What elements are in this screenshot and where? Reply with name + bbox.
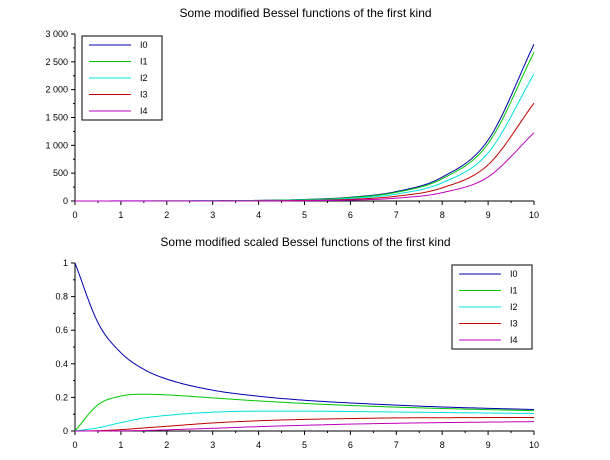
y-tick-label: 0.6 [55, 325, 68, 335]
x-tick-label: 2 [164, 210, 169, 220]
y-tick-label: 0 [63, 196, 68, 206]
x-tick-label: 10 [529, 210, 539, 220]
legend-label-i4: I4 [140, 106, 148, 116]
legend-label-i0: I0 [140, 40, 148, 50]
y-tick-label: 1 [63, 258, 68, 268]
x-tick-label: 2 [164, 440, 169, 450]
x-tick-label: 0 [72, 440, 77, 450]
y-tick-label: 2 500 [45, 57, 68, 67]
x-tick-label: 6 [348, 440, 353, 450]
y-tick-label: 0 [63, 426, 68, 436]
y-tick-label: 3 000 [45, 29, 68, 39]
series-line-i4 [75, 421, 535, 432]
legend-label-i3: I3 [510, 319, 518, 329]
y-tick-label: 0.4 [55, 359, 68, 369]
y-tick-label: 500 [53, 168, 68, 178]
y-tick-label: 1 500 [45, 113, 68, 123]
x-tick-label: 7 [394, 210, 399, 220]
x-tick-label: 3 [210, 440, 215, 450]
x-tick-label: 7 [394, 440, 399, 450]
x-tick-label: 8 [440, 440, 445, 450]
x-tick-label: 0 [72, 210, 77, 220]
series-line-i2 [74, 410, 535, 432]
chart-title: Some modified scaled Bessel functions of… [160, 235, 450, 249]
x-tick-label: 9 [486, 440, 491, 450]
y-tick-label: 1 000 [45, 140, 68, 150]
y-tick-label: 0.2 [55, 392, 68, 402]
x-tick-label: 10 [529, 440, 539, 450]
chart-bessel-i-scaled: Some modified scaled Bessel functions of… [55, 235, 539, 450]
series-line-i3 [74, 417, 534, 432]
legend-label-i2: I2 [510, 302, 518, 312]
chart-title: Some modified Bessel functions of the fi… [179, 6, 431, 20]
y-tick-label: 2 000 [45, 85, 68, 95]
y-tick-label: 0.8 [55, 292, 68, 302]
x-tick-label: 1 [118, 440, 123, 450]
series-line-i1 [74, 393, 535, 432]
legend-label-i4: I4 [510, 335, 518, 345]
x-tick-label: 6 [348, 210, 353, 220]
x-tick-label: 4 [256, 440, 261, 450]
x-tick-label: 9 [486, 210, 491, 220]
series-line-i0 [74, 262, 535, 410]
x-tick-label: 8 [440, 210, 445, 220]
legend-label-i0: I0 [510, 269, 518, 279]
legend-label-i1: I1 [140, 57, 148, 67]
x-tick-label: 5 [302, 210, 307, 220]
x-tick-label: 4 [256, 210, 261, 220]
legend-label-i1: I1 [510, 286, 518, 296]
x-tick-label: 3 [210, 210, 215, 220]
legend-label-i3: I3 [140, 90, 148, 100]
x-tick-label: 1 [118, 210, 123, 220]
chart-bessel-i: Some modified Bessel functions of the fi… [45, 6, 539, 220]
series-line-i4 [75, 132, 535, 202]
x-tick-label: 5 [302, 440, 307, 450]
legend-label-i2: I2 [140, 73, 148, 83]
